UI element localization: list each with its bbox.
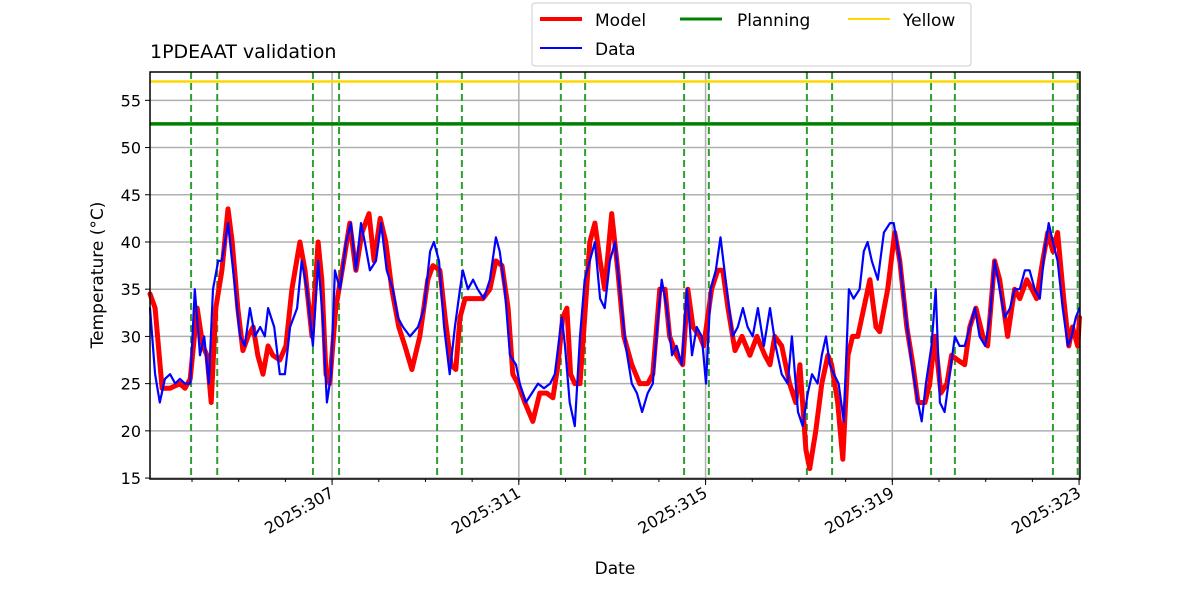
y-tick-label: 50 bbox=[121, 139, 141, 158]
plot-frame bbox=[149, 71, 1081, 480]
series-lines bbox=[147, 206, 1082, 472]
model-series-line bbox=[147, 206, 1082, 472]
data-series-line bbox=[148, 222, 1081, 428]
y-tick-label: 55 bbox=[121, 91, 141, 110]
x-tick-label: 2025:307 bbox=[261, 483, 337, 538]
x-axis: 2025:307 2025:311 2025:315 2025:319 2025:323 bbox=[191, 479, 1084, 538]
x-tick-label: 2025:311 bbox=[448, 483, 524, 538]
threshold-lines bbox=[150, 80, 1080, 126]
y-axis-label: Temperature (°C) bbox=[88, 202, 108, 350]
legend-label-model: Model bbox=[595, 11, 646, 31]
y-tick-label: 30 bbox=[121, 327, 141, 346]
x-axis-label: Date bbox=[595, 559, 636, 579]
legend-label-yellow: Yellow bbox=[902, 11, 955, 31]
legend-label-planning: Planning bbox=[737, 11, 810, 31]
legend-label-data: Data bbox=[595, 40, 636, 60]
grid bbox=[150, 72, 1080, 479]
y-tick-label: 45 bbox=[121, 186, 141, 205]
x-tick-label: 2025:315 bbox=[635, 483, 711, 538]
planning-dashed-lines bbox=[190, 72, 1079, 479]
legend: Model Planning Yellow Data bbox=[531, 2, 972, 67]
y-tick-label: 15 bbox=[121, 469, 141, 488]
y-tick-label: 25 bbox=[121, 375, 141, 394]
chart-title: 1PDEAAT validation bbox=[150, 41, 336, 63]
y-axis: 15 20 25 30 35 40 45 50 55 bbox=[121, 91, 150, 488]
y-tick-label: 40 bbox=[121, 233, 141, 252]
y-tick-label: 20 bbox=[121, 422, 141, 441]
y-tick-label: 35 bbox=[121, 280, 141, 299]
x-tick-label: 2025:319 bbox=[821, 483, 897, 538]
x-tick-label: 2025:323 bbox=[1008, 483, 1084, 538]
